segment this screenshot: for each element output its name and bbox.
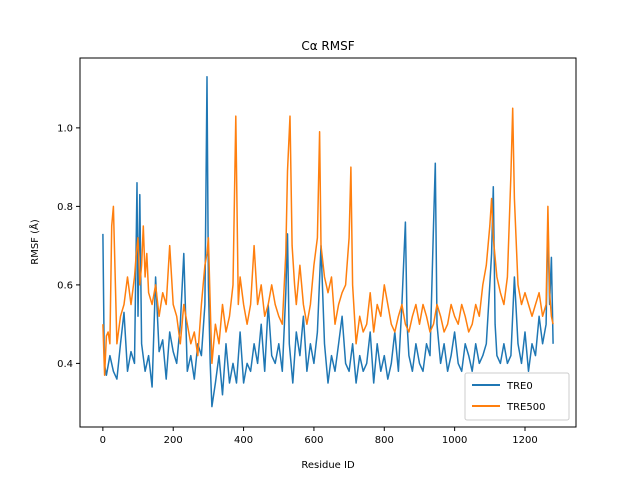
legend-label-tre0: TRE0 (506, 381, 533, 392)
y-tick-label: 0.4 (57, 359, 73, 370)
y-axis-label: RMSF (Å) (28, 219, 41, 265)
plot-background (80, 58, 576, 427)
y-tick-label: 1.0 (57, 123, 73, 134)
series-line-tre500 (102, 107, 554, 376)
plot-frame (79, 57, 577, 428)
x-axis-label: Residue ID (301, 460, 355, 471)
y-axis-ticks: 0.4 0.6 0.8 1.0 (57, 123, 80, 370)
x-tick-label: 1200 (512, 435, 537, 446)
y-tick-label: 0.6 (57, 280, 73, 291)
x-tick-label: 600 (304, 435, 323, 446)
x-tick-label: 1000 (442, 435, 467, 446)
legend: TRE0 TRE500 (464, 372, 570, 421)
x-tick-label: 400 (234, 435, 253, 446)
series-layer (102, 76, 554, 408)
x-tick-label: 0 (100, 435, 106, 446)
x-tick-label: 200 (164, 435, 183, 446)
legend-label-tre500: TRE500 (506, 402, 545, 413)
x-axis-ticks: 0 200 400 600 800 1000 1200 (100, 427, 538, 446)
series-line-tre0 (102, 76, 554, 408)
chart-title: Cα RMSF (301, 39, 354, 53)
y-tick-label: 0.8 (57, 202, 73, 213)
x-tick-label: 800 (375, 435, 394, 446)
